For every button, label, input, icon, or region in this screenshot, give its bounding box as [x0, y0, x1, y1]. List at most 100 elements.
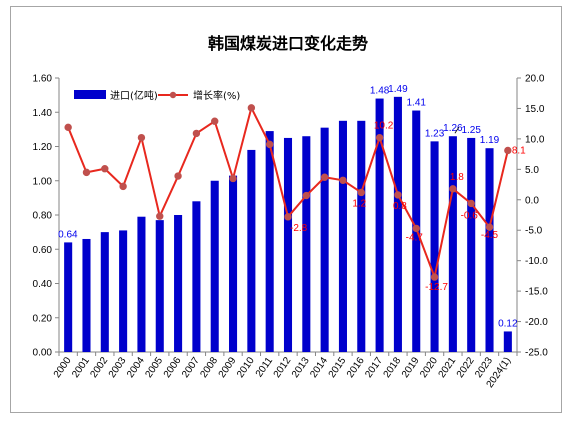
x-tick-label: 2015	[327, 355, 349, 380]
left-tick-label: 0.80	[33, 211, 53, 222]
growth-rate-point	[82, 168, 91, 177]
bar-data-label: 1.49	[388, 84, 408, 95]
bar	[155, 220, 164, 352]
bar-data-label: 1.48	[370, 86, 390, 97]
growth-rate-point	[211, 117, 219, 125]
x-tick-label: 2003	[107, 355, 129, 380]
line-data-label: 1.8	[450, 172, 464, 183]
growth-rate-point	[119, 182, 127, 191]
x-tick-label: 2019	[400, 355, 422, 380]
bar	[485, 148, 494, 352]
x-tick-label: 2021	[437, 355, 459, 380]
growth-rate-point	[192, 129, 201, 138]
bar	[338, 120, 347, 352]
x-tick-label: 2002	[88, 355, 110, 380]
left-tick-label: 0.40	[33, 279, 53, 290]
growth-rate-point	[375, 133, 384, 142]
x-tick-label: 2009	[217, 355, 239, 380]
x-tick-label: 2018	[382, 355, 404, 380]
growth-rate-point	[485, 223, 494, 231]
growth-rate-point	[467, 199, 475, 208]
x-tick-label: 2006	[162, 355, 184, 380]
growth-rate-point	[320, 173, 329, 181]
left-tick-label: 0.00	[33, 348, 53, 359]
right-tick-label: 10.0	[525, 134, 545, 145]
x-tick-label: 2001	[70, 355, 92, 380]
bar	[192, 201, 201, 352]
bar	[265, 131, 274, 352]
bar	[357, 120, 366, 352]
bar-data-label: 1.23	[425, 128, 445, 139]
growth-rate-point	[357, 188, 365, 197]
x-tick-label: 2004	[125, 355, 147, 380]
x-tick-label: 2013	[290, 355, 312, 380]
bar	[393, 96, 402, 353]
left-tick-label: 1.60	[33, 74, 53, 85]
chart-title: 韩国煤炭进口变化走势	[207, 34, 368, 53]
growth-rate-point	[174, 172, 182, 180]
growth-rate-point	[265, 140, 274, 149]
growth-rate-point	[284, 213, 292, 221]
left-tick-label: 1.40	[33, 108, 53, 119]
left-tick-label: 1.00	[33, 176, 53, 187]
growth-rate-point	[504, 146, 512, 155]
legend-label-growth: 增长率(%)	[193, 89, 240, 102]
bar	[302, 136, 311, 352]
growth-rate-point	[101, 165, 109, 173]
growth-rate-point	[229, 174, 237, 183]
growth-rate-point	[247, 104, 256, 112]
bar	[119, 230, 128, 352]
right-tick-label: 5.0	[525, 165, 539, 176]
bar-data-label: 1.41	[407, 98, 427, 109]
bar	[100, 232, 109, 352]
line-data-label: -2.8	[290, 223, 308, 234]
growth-rate-point	[430, 273, 439, 281]
bar	[137, 216, 146, 352]
line-data-label: 10.2	[374, 121, 394, 132]
x-tick-label: 2005	[143, 355, 165, 380]
legend-bar-swatch	[74, 90, 106, 99]
line-data-label: -4.7	[406, 232, 424, 243]
growth-rate-point	[137, 133, 146, 142]
growth-rate-point	[302, 191, 311, 200]
bar-data-label: 1.25	[461, 125, 481, 136]
left-tick-label: 1.20	[33, 142, 53, 153]
bar	[64, 242, 73, 352]
growth-rate-point	[156, 212, 164, 220]
growth-rate-point	[412, 224, 420, 233]
bar-data-label: 1.26	[443, 123, 463, 134]
line-data-label: -4.5	[481, 230, 499, 241]
line-data-label: 1.2	[352, 198, 366, 209]
label-leader-line	[454, 127, 460, 134]
bar	[448, 136, 457, 352]
left-tick-label: 0.60	[33, 245, 53, 256]
left-tick-label: 0.20	[33, 313, 53, 324]
growth-rate-point	[339, 176, 347, 184]
bar	[430, 141, 439, 352]
right-tick-label: 15.0	[525, 104, 545, 115]
line-data-label: 8.1	[512, 145, 526, 156]
right-tick-label: -15.0	[525, 287, 548, 298]
x-tick-label: 2007	[180, 355, 202, 380]
x-tick-label: 2011	[254, 355, 276, 379]
bar	[503, 331, 512, 352]
line-data-label: 0.8	[393, 201, 407, 212]
right-tick-label: -10.0	[525, 256, 548, 267]
growth-rate-point	[64, 123, 72, 132]
x-tick-label: 2010	[235, 355, 257, 380]
bar	[174, 215, 183, 352]
growth-rate-point	[394, 191, 402, 199]
x-tick-label: 2017	[363, 355, 385, 380]
right-tick-label: -20.0	[525, 317, 548, 328]
bar-data-label: 0.12	[498, 318, 518, 329]
x-tick-label: 2000	[52, 355, 74, 380]
bar-data-label: 0.64	[58, 229, 78, 240]
bar	[210, 180, 219, 352]
bar-data-label: 1.19	[480, 135, 500, 146]
x-tick-label: 2008	[198, 355, 220, 380]
bar	[375, 98, 384, 352]
bar	[320, 127, 329, 352]
x-tick-label: 2020	[418, 355, 440, 380]
bar	[467, 137, 476, 352]
